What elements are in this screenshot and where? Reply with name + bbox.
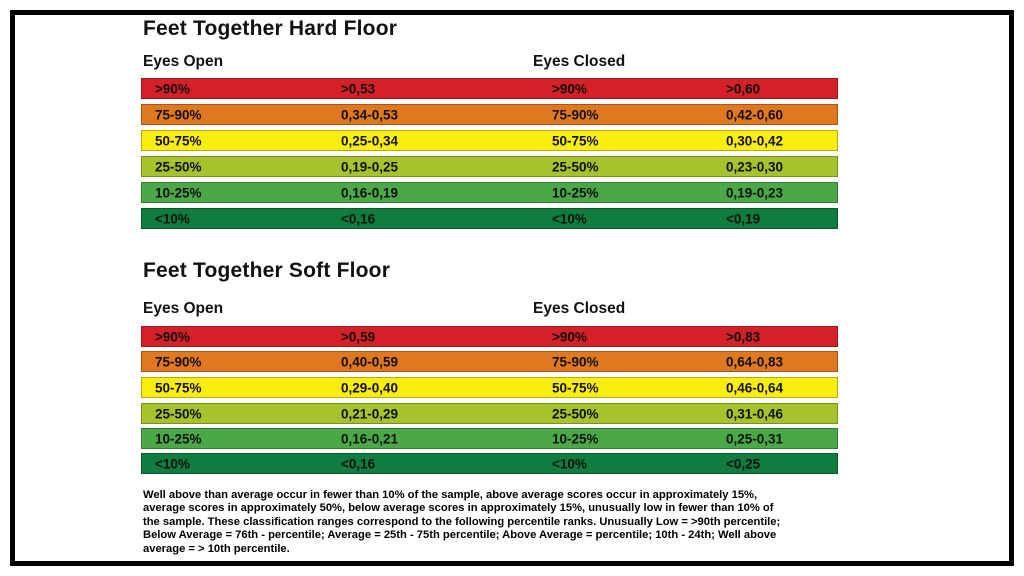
table-row: 25-50% 0,19-0,25 25-50% 0,23-0,30 xyxy=(141,156,838,177)
percentile-eyes-closed: 75-90% xyxy=(552,354,599,369)
percentile-eyes-open: 25-50% xyxy=(155,406,202,421)
range-eyes-open: 0,34-0,53 xyxy=(341,107,399,122)
table2-eyes-open-header: Eyes Open xyxy=(143,300,224,317)
table-row: 50-75% 0,25-0,34 50-75% 0,30-0,42 xyxy=(141,130,838,151)
table1-eyes-closed-header: Eyes Closed xyxy=(533,53,626,70)
percentile-eyes-closed: >90% xyxy=(552,329,587,344)
range-eyes-closed: 0,31-0,46 xyxy=(726,406,784,421)
table1-eyes-open-header: Eyes Open xyxy=(143,53,224,70)
range-eyes-closed: <0,25 xyxy=(726,456,761,471)
percentile-eyes-closed: <10% xyxy=(552,456,587,471)
percentile-eyes-closed: 10-25% xyxy=(552,185,599,200)
range-eyes-closed: >0,83 xyxy=(726,329,761,344)
footer-line: average = > 10th percentile. xyxy=(143,542,290,555)
range-eyes-closed: >0,60 xyxy=(726,81,761,96)
percentile-eyes-open: 25-50% xyxy=(155,159,202,174)
range-eyes-closed: 0,64-0,83 xyxy=(726,354,784,369)
percentile-eyes-open: 75-90% xyxy=(155,107,202,122)
percentile-eyes-open: <10% xyxy=(155,456,190,471)
percentile-explanation: Well above than average occur in fewer t… xyxy=(143,489,780,556)
range-eyes-open: >0,59 xyxy=(341,329,376,344)
percentile-eyes-closed: 25-50% xyxy=(552,406,599,421)
table2-title: Feet Together Soft Floor xyxy=(143,259,391,282)
range-eyes-closed: 0,30-0,42 xyxy=(726,133,784,148)
percentile-eyes-open: >90% xyxy=(155,81,190,96)
table2-eyes-closed-header: Eyes Closed xyxy=(533,300,626,317)
range-eyes-open: <0,16 xyxy=(341,456,376,471)
percentile-eyes-open: 10-25% xyxy=(155,431,202,446)
range-eyes-open: 0,29-0,40 xyxy=(341,380,399,395)
percentile-eyes-open: >90% xyxy=(155,329,190,344)
range-eyes-closed: 0,46-0,64 xyxy=(726,380,784,395)
table-row: 50-75% 0,29-0,40 50-75% 0,46-0,64 xyxy=(141,377,838,398)
range-eyes-open: 0,21-0,29 xyxy=(341,406,399,421)
range-eyes-open: 0,19-0,25 xyxy=(341,159,399,174)
table1-title: Feet Together Hard Floor xyxy=(143,17,398,40)
range-eyes-open: 0,16-0,19 xyxy=(341,185,399,200)
range-eyes-closed: 0,25-0,31 xyxy=(726,431,784,446)
table-row: 10-25% 0,16-0,21 10-25% 0,25-0,31 xyxy=(141,428,838,449)
table-row: 25-50% 0,21-0,29 25-50% 0,31-0,46 xyxy=(141,403,838,424)
range-eyes-open: 0,16-0,21 xyxy=(341,431,399,446)
percentile-eyes-open: 75-90% xyxy=(155,354,202,369)
percentile-eyes-open: 10-25% xyxy=(155,185,202,200)
percentile-eyes-closed: 50-75% xyxy=(552,133,599,148)
percentile-eyes-closed: 50-75% xyxy=(552,380,599,395)
table-row: 75-90% 0,34-0,53 75-90% 0,42-0,60 xyxy=(141,104,838,125)
footer-line: Below Average = 76th - percentile; Avera… xyxy=(143,529,777,542)
table-row: <10% <0,16 <10% <0,25 xyxy=(141,453,838,474)
footer-line: the sample. These classification ranges … xyxy=(143,515,781,528)
range-eyes-closed: <0,19 xyxy=(726,211,761,226)
range-eyes-closed: 0,23-0,30 xyxy=(726,159,784,174)
range-eyes-open: 0,25-0,34 xyxy=(341,133,399,148)
table-row: 10-25% 0,16-0,19 10-25% 0,19-0,23 xyxy=(141,182,838,203)
percentile-eyes-open: 50-75% xyxy=(155,380,202,395)
percentile-eyes-closed: 25-50% xyxy=(552,159,599,174)
table-row: >90% >0,59 >90% >0,83 xyxy=(141,326,838,347)
range-eyes-open: 0,40-0,59 xyxy=(341,354,399,369)
percentile-eyes-open: 50-75% xyxy=(155,133,202,148)
percentile-eyes-closed: 10-25% xyxy=(552,431,599,446)
percentile-eyes-closed: <10% xyxy=(552,211,587,226)
table-row: <10% <0,16 <10% <0,19 xyxy=(141,208,838,229)
range-eyes-open: >0,53 xyxy=(341,81,376,96)
table-row: >90% >0,53 >90% >0,60 xyxy=(141,78,838,99)
range-eyes-closed: 0,42-0,60 xyxy=(726,107,784,122)
footer-line: Well above than average occur in fewer t… xyxy=(143,489,758,501)
range-eyes-open: <0,16 xyxy=(341,211,376,226)
percentile-eyes-closed: 75-90% xyxy=(552,107,599,122)
range-eyes-closed: 0,19-0,23 xyxy=(726,185,784,200)
footer-line: average scores in approximately 50%, bel… xyxy=(143,502,774,515)
table-row: 75-90% 0,40-0,59 75-90% 0,64-0,83 xyxy=(141,351,838,372)
percentile-eyes-closed: >90% xyxy=(552,81,587,96)
percentile-eyes-open: <10% xyxy=(155,211,190,226)
